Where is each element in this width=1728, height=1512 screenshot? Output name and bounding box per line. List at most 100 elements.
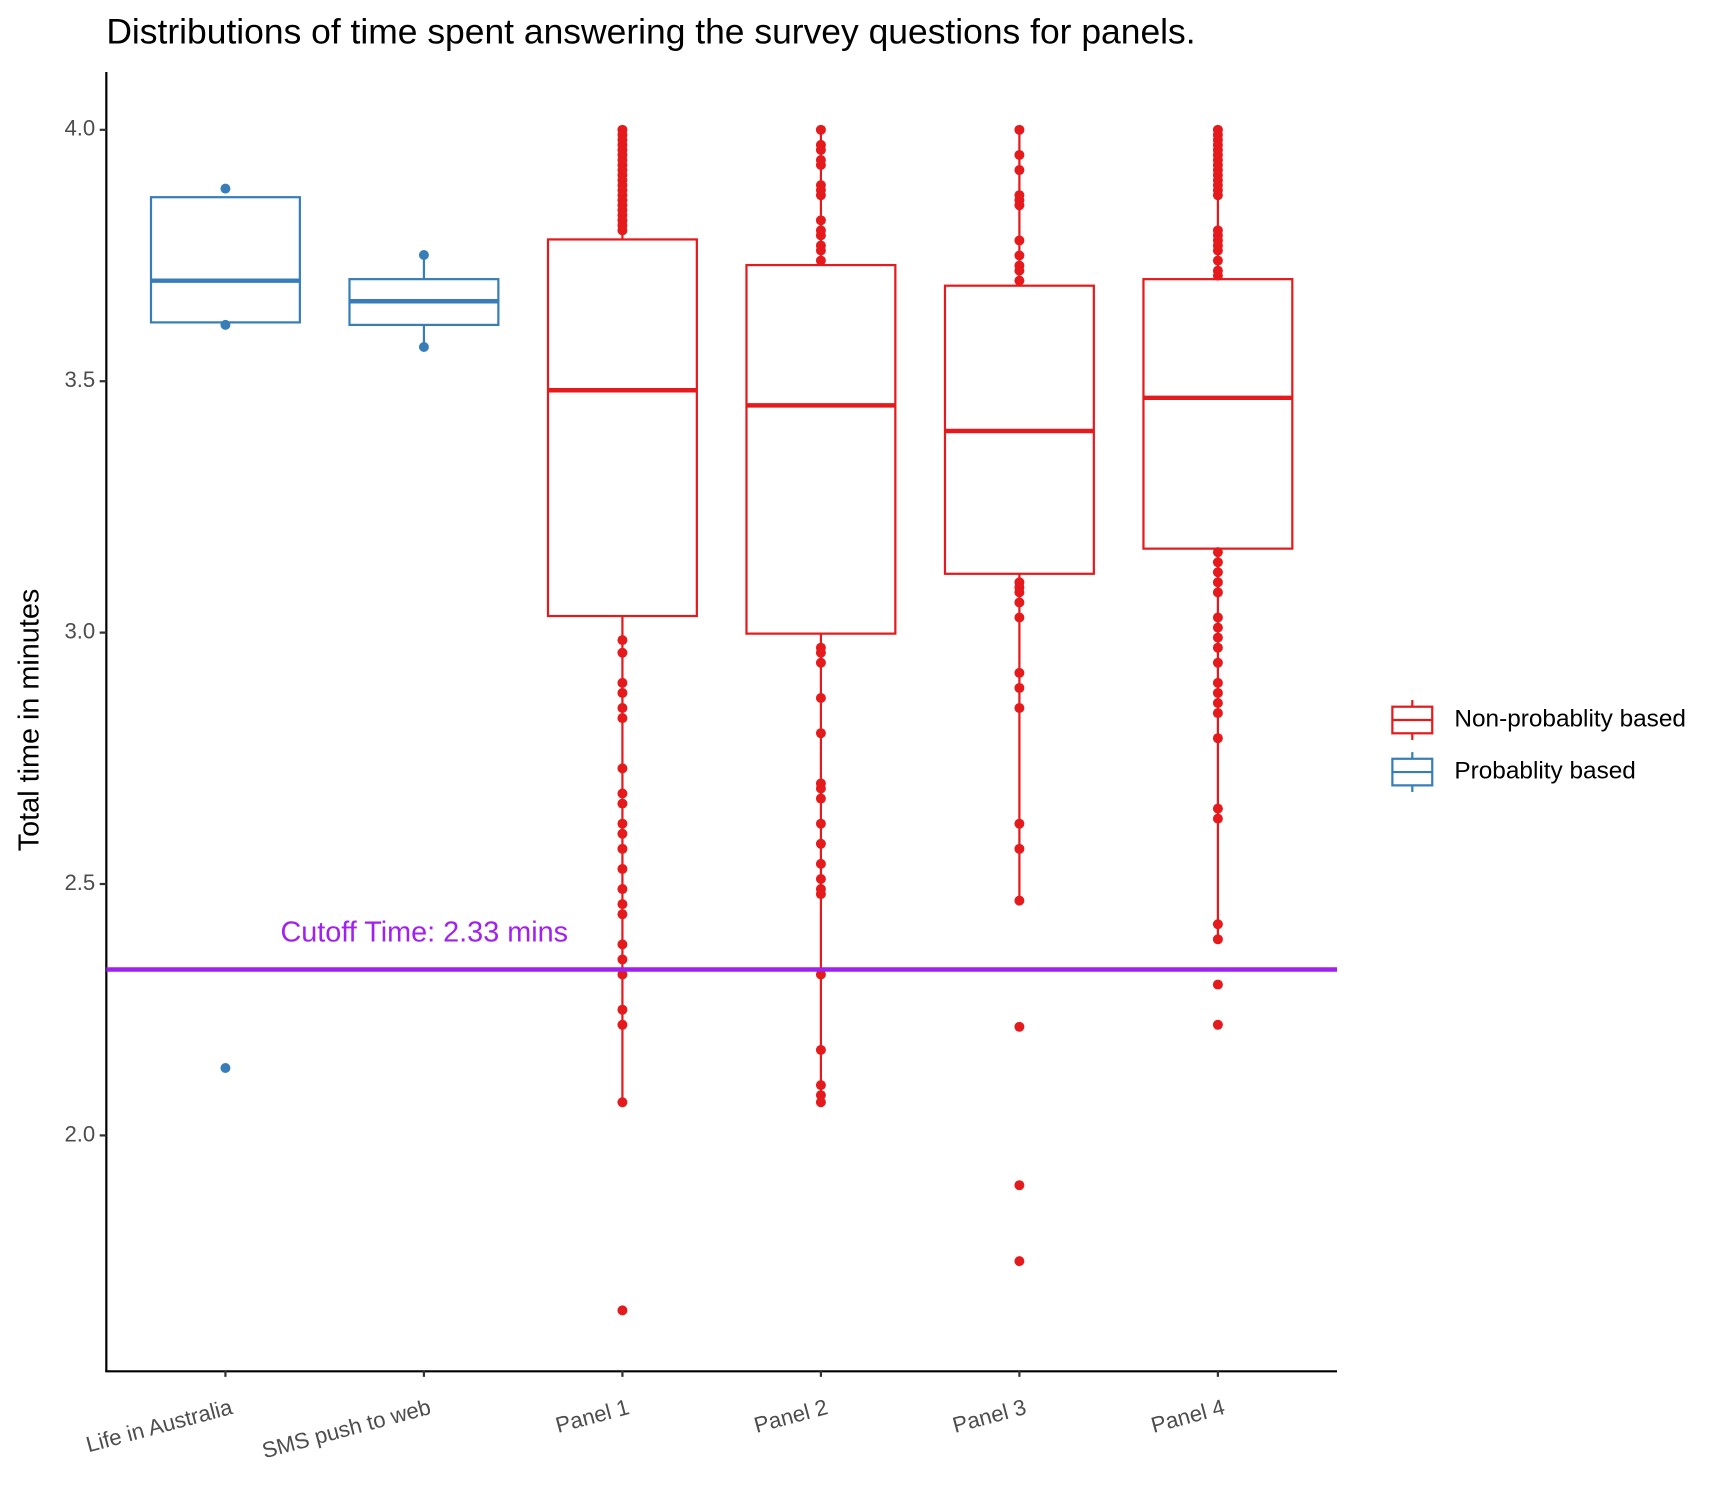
box bbox=[546, 238, 698, 618]
outlier bbox=[815, 245, 826, 256]
outlier bbox=[1014, 612, 1025, 623]
outlier bbox=[220, 1063, 231, 1074]
outlier bbox=[617, 954, 628, 965]
outlier bbox=[617, 713, 628, 724]
x-tick-label: Life in Australia bbox=[83, 1394, 235, 1457]
outlier bbox=[617, 635, 628, 646]
y-tick-label: 4.0 bbox=[64, 116, 95, 141]
x-tick-label: Panel 4 bbox=[1148, 1394, 1227, 1438]
outlier bbox=[617, 828, 628, 839]
legend-label: Probablity based bbox=[1454, 757, 1635, 784]
outlier bbox=[1014, 124, 1025, 135]
outlier bbox=[815, 692, 826, 703]
outlier bbox=[1212, 577, 1223, 588]
outlier bbox=[617, 798, 628, 809]
outlier bbox=[815, 230, 826, 241]
outlier bbox=[617, 818, 628, 829]
outlier bbox=[815, 647, 826, 658]
legend-label: Non-probablity based bbox=[1454, 705, 1686, 732]
outlier bbox=[815, 728, 826, 739]
outlier bbox=[1212, 567, 1223, 578]
outlier bbox=[1212, 547, 1223, 558]
outlier bbox=[815, 160, 826, 171]
x-tick-label: Panel 2 bbox=[751, 1394, 830, 1438]
outlier bbox=[1212, 677, 1223, 688]
box bbox=[1142, 278, 1294, 550]
outlier bbox=[617, 647, 628, 658]
box bbox=[745, 263, 897, 635]
outlier bbox=[220, 319, 231, 330]
outlier bbox=[1212, 813, 1223, 824]
outlier bbox=[220, 183, 231, 194]
outlier bbox=[1014, 1021, 1025, 1032]
outlier bbox=[1212, 642, 1223, 653]
outlier bbox=[1212, 657, 1223, 668]
y-tick-label: 2.0 bbox=[64, 1121, 95, 1146]
outlier bbox=[815, 1080, 826, 1091]
outlier bbox=[1212, 919, 1223, 930]
outlier bbox=[1014, 1180, 1025, 1191]
x-tick-label: Panel 1 bbox=[553, 1394, 632, 1438]
outlier bbox=[1014, 200, 1025, 211]
outlier bbox=[617, 1097, 628, 1108]
outlier bbox=[617, 1019, 628, 1030]
outlier bbox=[1212, 255, 1223, 266]
outlier bbox=[617, 899, 628, 910]
outlier bbox=[1014, 149, 1025, 160]
outlier bbox=[815, 657, 826, 668]
outlier bbox=[617, 788, 628, 799]
outlier bbox=[815, 793, 826, 804]
outlier bbox=[617, 225, 628, 236]
x-tick-label: Panel 3 bbox=[950, 1394, 1029, 1438]
outlier bbox=[1014, 818, 1025, 829]
outlier bbox=[815, 190, 826, 201]
outlier bbox=[815, 818, 826, 829]
chart-title: Distributions of time spent answering th… bbox=[106, 12, 1195, 52]
outlier bbox=[1212, 622, 1223, 633]
outlier bbox=[418, 250, 429, 261]
outlier bbox=[815, 889, 826, 900]
outlier bbox=[1212, 687, 1223, 698]
outlier bbox=[1014, 587, 1025, 598]
outlier bbox=[617, 863, 628, 874]
outlier bbox=[617, 909, 628, 920]
y-tick-label: 2.5 bbox=[64, 870, 95, 895]
outlier bbox=[1212, 733, 1223, 744]
outlier bbox=[815, 783, 826, 794]
outlier bbox=[1014, 235, 1025, 246]
outlier bbox=[815, 838, 826, 849]
outlier bbox=[815, 858, 826, 869]
outlier bbox=[1014, 703, 1025, 714]
outlier bbox=[617, 763, 628, 774]
outlier bbox=[815, 1090, 826, 1101]
y-tick-label: 3.5 bbox=[64, 367, 95, 392]
outlier bbox=[1014, 895, 1025, 906]
outlier bbox=[1212, 979, 1223, 990]
outlier bbox=[617, 939, 628, 950]
outlier bbox=[815, 1097, 826, 1108]
outlier bbox=[1212, 803, 1223, 814]
outlier bbox=[1212, 934, 1223, 945]
reference-label: Cutoff Time: 2.33 mins bbox=[280, 917, 568, 949]
outlier bbox=[617, 1004, 628, 1015]
outlier bbox=[418, 342, 429, 353]
outlier bbox=[815, 124, 826, 135]
box bbox=[149, 196, 301, 324]
y-axis-label: Total time in minutes bbox=[14, 589, 46, 851]
x-tick-label: SMS push to web bbox=[259, 1394, 433, 1463]
outlier bbox=[1014, 265, 1025, 276]
outlier bbox=[1212, 612, 1223, 623]
outlier bbox=[1212, 557, 1223, 568]
y-tick-label: 3.0 bbox=[64, 618, 95, 643]
outlier bbox=[617, 843, 628, 854]
outlier bbox=[617, 969, 628, 980]
outlier bbox=[617, 677, 628, 688]
outlier bbox=[815, 874, 826, 884]
outlier bbox=[1212, 1019, 1223, 1030]
outlier bbox=[1014, 250, 1025, 261]
outlier bbox=[617, 687, 628, 698]
outlier bbox=[1014, 275, 1025, 286]
outlier bbox=[815, 144, 826, 155]
